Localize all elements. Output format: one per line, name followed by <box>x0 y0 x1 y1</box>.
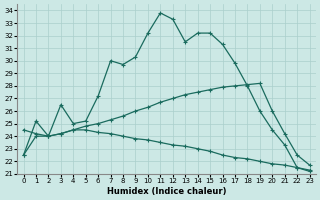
X-axis label: Humidex (Indice chaleur): Humidex (Indice chaleur) <box>107 187 226 196</box>
